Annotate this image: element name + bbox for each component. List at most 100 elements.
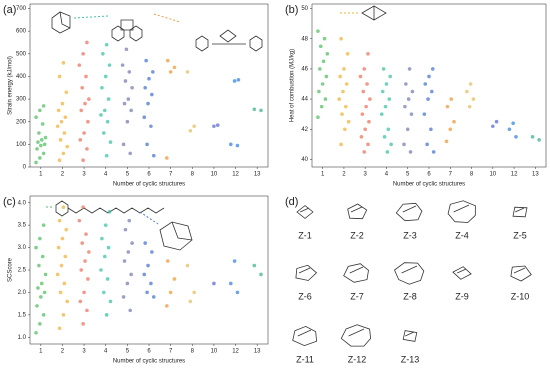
data-point (368, 97, 372, 101)
data-point (404, 82, 408, 86)
molecule-structure (296, 205, 314, 219)
data-point (37, 131, 41, 135)
data-point (126, 97, 131, 101)
data-point (150, 250, 154, 254)
y-tick-label: 500 (16, 51, 27, 57)
data-point (100, 85, 104, 90)
data-point (82, 131, 86, 135)
data-point (120, 63, 125, 67)
data-point (339, 142, 343, 147)
data-point (344, 82, 349, 86)
data-point (537, 138, 541, 142)
data-point (340, 112, 344, 116)
data-point (325, 52, 330, 56)
data-point (380, 89, 385, 94)
data-point (362, 150, 367, 154)
x-axis-title: Number of cyclic structures (393, 182, 465, 188)
molecule-structure (292, 325, 318, 347)
data-point (59, 119, 64, 124)
data-point (129, 108, 133, 113)
data-point (143, 85, 147, 90)
data-point (165, 156, 169, 160)
structure-name: Z-5 (513, 230, 527, 240)
data-point (172, 65, 177, 70)
data-point (494, 119, 499, 124)
data-point (386, 127, 391, 132)
data-point (316, 29, 320, 33)
data-point (145, 142, 149, 147)
x-tick-label: 3 (82, 172, 86, 178)
data-point (35, 304, 39, 308)
x-tick-label: 7 (169, 172, 173, 178)
data-point (366, 52, 370, 56)
data-point (57, 74, 62, 79)
y-axis-title: Heat of combustion (MJ/kg) (290, 49, 296, 122)
data-point (322, 36, 327, 41)
data-point (259, 272, 263, 277)
data-point (318, 67, 322, 71)
x-tick-label: 7 (449, 172, 453, 178)
structure-name: Z-12 (348, 354, 367, 364)
data-point (405, 127, 410, 132)
molecule-bond (405, 331, 415, 337)
data-point (345, 52, 350, 56)
data-point (62, 131, 67, 135)
data-point (81, 52, 85, 56)
data-point (108, 140, 113, 144)
data-point (143, 241, 147, 245)
data-point (151, 70, 155, 74)
molecule-bond (457, 268, 467, 274)
data-point (387, 97, 392, 101)
x-tick-label: 10 (489, 172, 496, 178)
panel-label: (c) (3, 196, 16, 208)
data-point (423, 82, 428, 86)
molecule-structure (340, 324, 372, 347)
x-tick-label: 6 (427, 172, 431, 178)
data-point (57, 326, 62, 331)
data-point (38, 156, 42, 160)
data-point (146, 263, 150, 268)
molecule-bond (298, 267, 311, 274)
data-point (448, 127, 453, 132)
data-point (317, 89, 321, 94)
data-point (381, 67, 386, 71)
data-point (39, 295, 43, 299)
data-point (172, 277, 177, 281)
data-point (407, 67, 412, 71)
data-point (449, 97, 454, 101)
y-tick-label: 1.5 (18, 312, 27, 318)
data-point (185, 70, 190, 74)
data-point (55, 272, 60, 277)
data-point (145, 290, 149, 295)
data-point (38, 236, 42, 241)
data-point (346, 119, 351, 124)
y-tick-label: 3.5 (18, 223, 27, 229)
plot-frame (29, 3, 269, 168)
data-point (379, 112, 384, 116)
data-point (468, 82, 473, 86)
data-point (212, 124, 216, 129)
data-point (232, 79, 237, 83)
data-point (444, 139, 449, 144)
data-point (122, 101, 127, 106)
data-point (55, 124, 60, 129)
data-point (165, 304, 169, 308)
data-point (429, 127, 433, 132)
x-tick-label: 5 (406, 172, 410, 178)
data-point (142, 272, 147, 277)
data-point (77, 63, 82, 67)
data-point (102, 131, 106, 135)
data-point (383, 104, 388, 109)
y-tick-label: 400 (16, 74, 27, 80)
data-point (124, 47, 129, 52)
data-point (38, 108, 42, 113)
molecule-structure (395, 202, 423, 222)
data-point (108, 299, 113, 304)
data-point (41, 223, 46, 227)
data-point (104, 313, 109, 317)
x-tick-label: 5 (126, 172, 130, 178)
data-point (107, 209, 112, 214)
x-tick-label: 10 (211, 172, 218, 178)
data-point (149, 124, 153, 129)
data-point (445, 104, 450, 109)
